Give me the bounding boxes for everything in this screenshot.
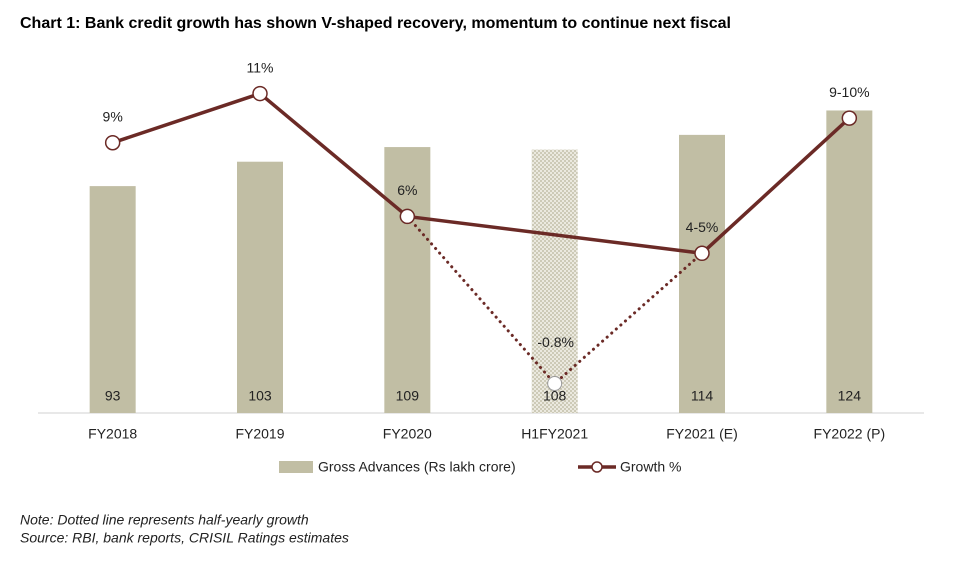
growth-label: 11% <box>247 59 274 75</box>
bar-value-label: 114 <box>691 388 714 404</box>
chart-title: Chart 1: Bank credit growth has shown V-… <box>20 15 731 32</box>
dotted-growth-line <box>405 214 704 386</box>
growth-point <box>547 376 563 392</box>
bar-value-label: 109 <box>396 388 420 404</box>
x-tick-label: FY2020 <box>383 426 432 442</box>
bar <box>89 186 136 413</box>
bar-value-label: 93 <box>105 388 121 404</box>
x-tick-label: FY2018 <box>88 426 137 442</box>
growth-point <box>252 85 268 102</box>
bar-value-label: 108 <box>543 388 567 404</box>
bar <box>531 149 578 414</box>
bar-value-label: 124 <box>838 388 862 404</box>
bar <box>679 134 725 413</box>
x-tick-label: FY2022 (P) <box>814 426 886 442</box>
legend-marker <box>591 461 603 473</box>
growth-point <box>694 245 710 262</box>
growth-point <box>399 208 416 225</box>
bar <box>826 110 873 414</box>
bar <box>384 147 431 413</box>
growth-point <box>104 134 121 151</box>
x-tick-label: FY2021 (E) <box>666 426 738 442</box>
legend-label: Gross Advances (Rs lakh crore) <box>318 459 516 475</box>
bar <box>237 161 283 413</box>
x-tick-label: H1FY2021 <box>521 426 588 442</box>
growth-label: 9-10% <box>829 84 869 100</box>
growth-point <box>841 110 858 126</box>
growth-label: -0.8% <box>537 334 574 350</box>
note: Note: Dotted line represents half-yearly… <box>20 512 309 528</box>
growth-label: 6% <box>397 182 417 198</box>
growth-label: 9% <box>103 108 123 124</box>
legend-swatch <box>279 461 313 473</box>
bar-value-label: 103 <box>248 388 272 404</box>
growth-label: 4-5% <box>686 219 719 235</box>
x-tick-label: FY2019 <box>235 426 284 442</box>
legend-label: Growth % <box>620 459 681 475</box>
growth-line <box>112 91 851 256</box>
source: Source: RBI, bank reports, CRISIL Rating… <box>20 530 349 546</box>
